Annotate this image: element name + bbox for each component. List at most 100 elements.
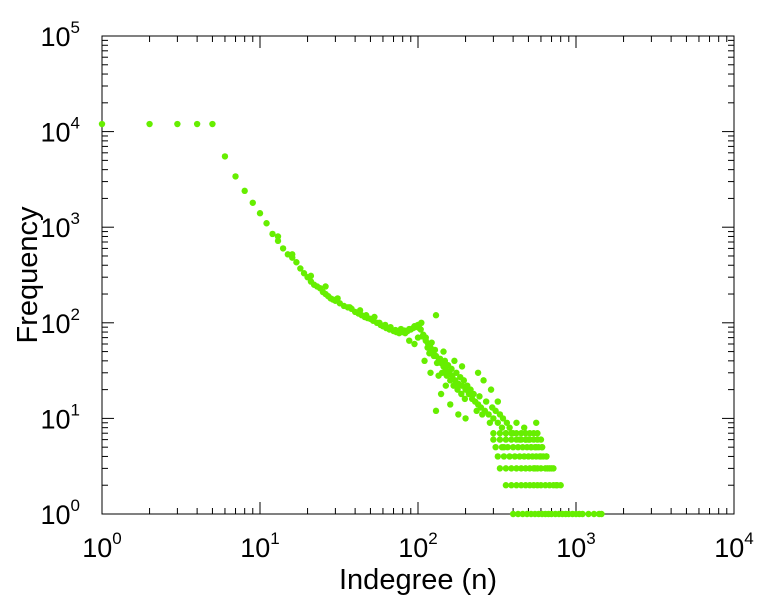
data-point xyxy=(518,430,525,437)
data-point xyxy=(209,120,216,128)
data-point xyxy=(289,251,296,258)
data-point xyxy=(502,482,510,489)
data-point xyxy=(514,510,522,518)
data-point xyxy=(494,453,502,460)
data-point xyxy=(508,465,515,472)
data-point xyxy=(518,465,525,472)
data-point xyxy=(437,390,445,398)
data-point xyxy=(430,352,438,360)
data-point xyxy=(193,120,201,128)
data-point xyxy=(376,319,383,326)
data-point xyxy=(562,510,569,518)
axis-ticks xyxy=(101,35,735,515)
data-point xyxy=(490,436,497,443)
data-point xyxy=(513,430,520,437)
data-point xyxy=(249,199,256,206)
data-point xyxy=(514,443,522,451)
data-point xyxy=(232,173,239,180)
y-tick-label: 102 xyxy=(40,305,80,339)
data-point xyxy=(461,395,469,403)
data-point xyxy=(595,510,603,518)
data-point xyxy=(474,369,482,376)
data-point xyxy=(98,120,106,128)
data-point xyxy=(520,424,528,431)
data-point xyxy=(453,369,460,376)
data-point xyxy=(579,510,586,518)
data-point xyxy=(455,411,462,418)
x-tick-label: 104 xyxy=(714,529,754,563)
data-point xyxy=(482,398,490,405)
data-point xyxy=(454,386,461,393)
plot-frame xyxy=(101,35,735,515)
data-point xyxy=(422,334,429,341)
data-point xyxy=(293,259,300,266)
y-tick-label: 103 xyxy=(40,209,80,243)
x-tick-label: 101 xyxy=(240,529,280,563)
y-tick-label: 100 xyxy=(40,496,80,530)
data-point xyxy=(392,326,399,334)
data-point xyxy=(508,430,515,437)
data-point xyxy=(416,324,423,332)
data-point xyxy=(381,321,389,329)
data-point xyxy=(496,436,504,443)
data-point xyxy=(458,390,465,398)
data-point xyxy=(435,372,442,379)
y-axis-title: Frequency xyxy=(12,206,44,344)
data-point xyxy=(174,120,181,128)
data-point xyxy=(279,245,287,252)
data-point xyxy=(538,443,546,451)
y-tick-label: 104 xyxy=(40,114,80,148)
data-point xyxy=(502,430,510,437)
data-point xyxy=(479,411,486,418)
data-point xyxy=(487,386,495,393)
data-point xyxy=(537,465,545,472)
data-point xyxy=(476,393,483,400)
data-point xyxy=(146,120,153,128)
data-point xyxy=(460,377,468,384)
data-point xyxy=(518,482,525,489)
data-point xyxy=(486,419,494,426)
data-point xyxy=(511,453,519,460)
data-point xyxy=(334,295,341,302)
data-point xyxy=(406,325,413,333)
data-point xyxy=(492,443,499,451)
data-point xyxy=(490,415,497,422)
data-point xyxy=(263,220,270,227)
data-point xyxy=(307,272,315,280)
data-point xyxy=(451,357,458,365)
data-point xyxy=(346,304,353,311)
data-point xyxy=(537,436,545,443)
data-point xyxy=(447,377,454,384)
data-point xyxy=(443,372,450,379)
data-point xyxy=(440,348,447,355)
data-point xyxy=(492,407,499,415)
data-point xyxy=(436,355,444,363)
data-point xyxy=(411,323,418,330)
data-point xyxy=(502,465,510,472)
data-point xyxy=(499,415,507,422)
data-point xyxy=(432,312,440,319)
data-point xyxy=(534,430,541,437)
data-point xyxy=(518,436,525,443)
data-point xyxy=(411,340,418,348)
data-point xyxy=(504,443,511,451)
tick-labels: 100 101 102 103 104 100 101 102 103 104 105 xyxy=(40,18,753,563)
data-point xyxy=(421,357,428,365)
data-point xyxy=(498,443,506,451)
data-point xyxy=(543,453,550,460)
data-point xyxy=(473,407,480,415)
data-point xyxy=(509,443,517,451)
data-point xyxy=(401,327,408,334)
data-point xyxy=(356,307,364,314)
data-point xyxy=(427,369,434,376)
data-point xyxy=(590,510,598,518)
data-points xyxy=(98,120,605,518)
x-tick-label: 100 xyxy=(82,529,122,563)
data-point xyxy=(362,312,370,319)
data-point xyxy=(513,419,520,426)
data-point xyxy=(553,482,561,489)
data-point xyxy=(458,363,466,370)
data-point xyxy=(269,230,276,238)
data-point xyxy=(513,465,520,472)
